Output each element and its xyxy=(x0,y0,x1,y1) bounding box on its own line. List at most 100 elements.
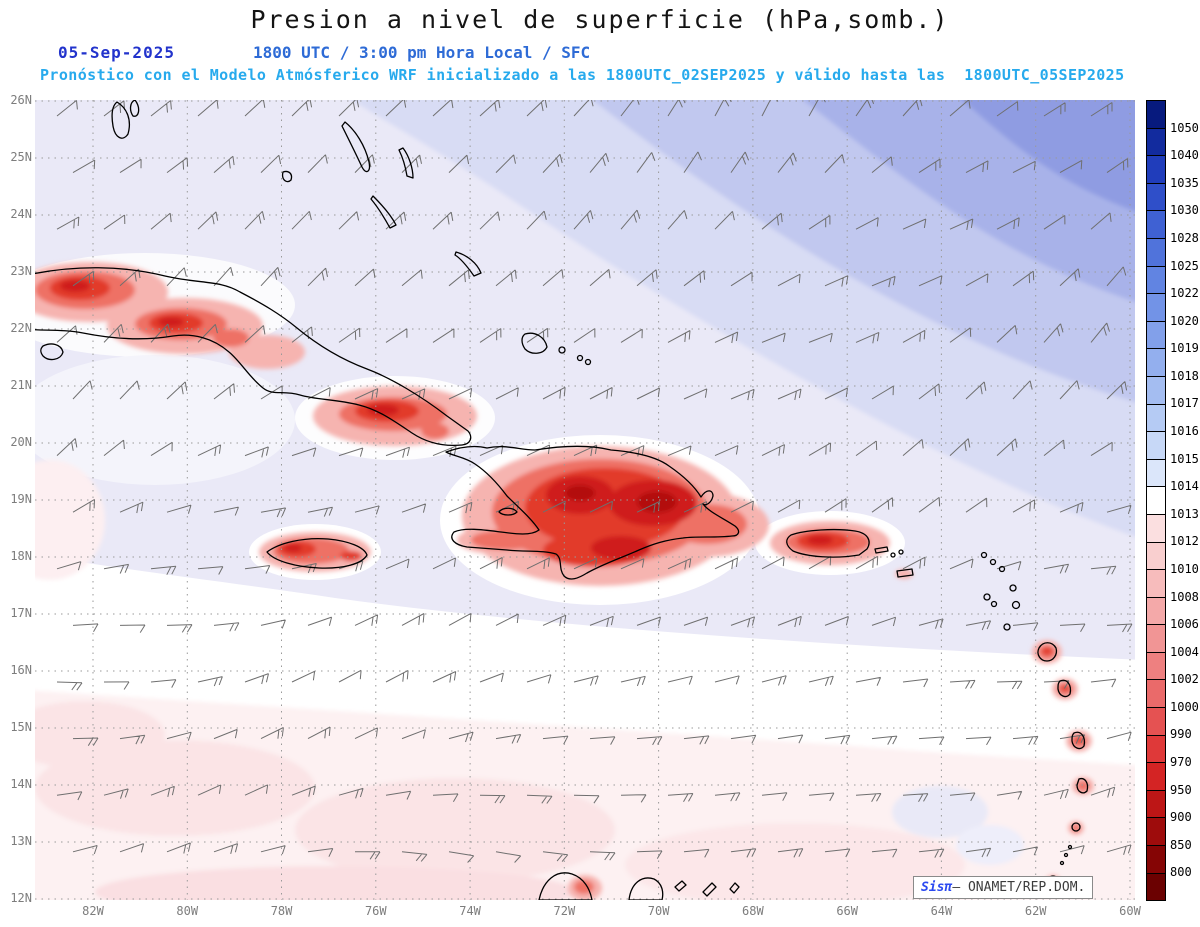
colorbar-label: 1010 xyxy=(1170,561,1199,576)
colorbar-segment xyxy=(1147,624,1165,652)
hispaniola-coastline xyxy=(445,445,740,580)
lat-label: 23N xyxy=(10,264,32,278)
colorbar-segment xyxy=(1147,651,1165,680)
colorbar-segment xyxy=(1147,872,1165,901)
colorbar-label: 1025 xyxy=(1170,258,1199,273)
colorbar-label: 1012 xyxy=(1170,534,1199,549)
lon-label: 78W xyxy=(270,904,293,918)
vieques-island xyxy=(874,546,889,554)
colorbar-segment xyxy=(1147,375,1165,404)
colorbar xyxy=(1146,100,1166,901)
forecast-valid-time: 1800 UTC / 3:00 pm Hora Local / SFC xyxy=(253,43,591,62)
pressure-map-svg xyxy=(35,100,1135,900)
south-america-coast xyxy=(538,872,740,900)
lat-label: 24N xyxy=(10,207,32,221)
colorbar-segment xyxy=(1147,265,1165,294)
lat-label: 17N xyxy=(10,606,32,620)
colorbar-label: 1013 xyxy=(1170,506,1199,521)
gonave-island xyxy=(498,507,518,516)
colorbar-label: 1006 xyxy=(1170,617,1199,632)
wind-barbs xyxy=(56,100,1133,863)
map-area xyxy=(35,100,1135,900)
colorbar-segment xyxy=(1147,569,1165,597)
colorbar-segment xyxy=(1147,817,1165,846)
colorbar-label: 950 xyxy=(1170,782,1192,797)
lon-label: 72W xyxy=(553,904,576,918)
lat-label: 22N xyxy=(10,321,32,335)
colorbar-segment xyxy=(1147,541,1165,570)
colorbar-label: 800 xyxy=(1170,865,1192,880)
coastline-layer xyxy=(35,100,1089,900)
colorbar-label: 1015 xyxy=(1170,451,1199,466)
colorbar-segment xyxy=(1147,237,1165,266)
lon-label: 80W xyxy=(176,904,199,918)
lon-label: 76W xyxy=(364,904,387,918)
colorbar-label: 1002 xyxy=(1170,672,1199,687)
colorbar-segment xyxy=(1147,596,1165,625)
colorbar-segment xyxy=(1147,127,1165,156)
colorbar-label: 1004 xyxy=(1170,644,1199,659)
colorbar-label: 1028 xyxy=(1170,230,1199,245)
lon-label: 66W xyxy=(836,904,858,918)
colorbar-segment xyxy=(1147,486,1165,514)
colorbar-label: 1030 xyxy=(1170,203,1199,218)
lat-label: 16N xyxy=(10,663,32,677)
colorbar-label: 1000 xyxy=(1170,699,1199,714)
colorbar-segment xyxy=(1147,320,1165,349)
lesser-antilles-islands xyxy=(890,549,1089,887)
colorbar-label: 1018 xyxy=(1170,368,1199,383)
colorbar-label: 1020 xyxy=(1170,313,1199,328)
colorbar-segment xyxy=(1147,707,1165,735)
colorbar-label: 1016 xyxy=(1170,424,1199,439)
colorbar-label: 1035 xyxy=(1170,175,1199,190)
lon-label: 82W xyxy=(82,904,104,918)
watermark-text: — ONAMET/REP.DOM. xyxy=(952,880,1086,895)
lat-label: 25N xyxy=(10,150,32,164)
colorbar-segment xyxy=(1147,403,1165,432)
puerto-rico-coastline xyxy=(786,528,870,558)
colorbar-label: 1017 xyxy=(1170,396,1199,411)
lat-label: 21N xyxy=(10,378,32,392)
colorbar-segment xyxy=(1147,431,1165,459)
colorbar-label: 1050 xyxy=(1170,120,1199,135)
isla-juventud-coastline xyxy=(40,343,64,361)
lon-label: 74W xyxy=(459,904,481,918)
colorbar-label: 990 xyxy=(1170,727,1192,742)
low-pressure-red-shading xyxy=(35,262,1094,900)
colorbar-segment xyxy=(1147,789,1165,818)
colorbar-label: 1008 xyxy=(1170,589,1199,604)
lat-label: 19N xyxy=(10,492,32,506)
lon-label: 68W xyxy=(742,904,764,918)
high-pressure-blue-field xyxy=(351,100,1135,537)
colorbar-segment xyxy=(1147,679,1165,708)
jamaica-coastline xyxy=(266,537,368,569)
colorbar-segment xyxy=(1147,348,1165,376)
bahamas-islands xyxy=(111,100,548,354)
forecast-model-info: Pronóstico con el Modelo Atmósferico WRF… xyxy=(40,66,1125,84)
lon-label: 64W xyxy=(930,904,953,918)
page-title: Presion a nivel de superficie (hPa,somb.… xyxy=(250,5,950,34)
colorbar-label: 1014 xyxy=(1170,479,1199,494)
colorbar-segment xyxy=(1147,155,1165,183)
watermark-brand: Sisπ xyxy=(921,880,953,895)
lat-label: 18N xyxy=(10,549,32,563)
colorbar-segment xyxy=(1147,513,1165,542)
lat-label: 12N xyxy=(10,891,32,905)
wind-barbs-layer xyxy=(56,100,1133,863)
lat-label: 14N xyxy=(10,777,32,791)
watermark: Sisπ — ONAMET/REP.DOM. xyxy=(913,876,1094,899)
lon-label: 62W xyxy=(1024,904,1047,918)
colorbar-label: 1040 xyxy=(1170,148,1199,163)
cuba-coastline xyxy=(35,267,472,447)
colorbar-segment xyxy=(1147,210,1165,238)
colorbar-segment xyxy=(1147,182,1165,211)
colorbar-segment xyxy=(1147,293,1165,321)
forecast-date: 05-Sep-2025 xyxy=(58,43,175,62)
colorbar-label: 1019 xyxy=(1170,341,1199,356)
colorbar-label: 970 xyxy=(1170,755,1192,770)
colorbar-segment xyxy=(1147,101,1165,128)
lon-label: 70W xyxy=(647,904,670,918)
lat-label: 15N xyxy=(10,720,32,734)
colorbar-segment xyxy=(1147,734,1165,763)
